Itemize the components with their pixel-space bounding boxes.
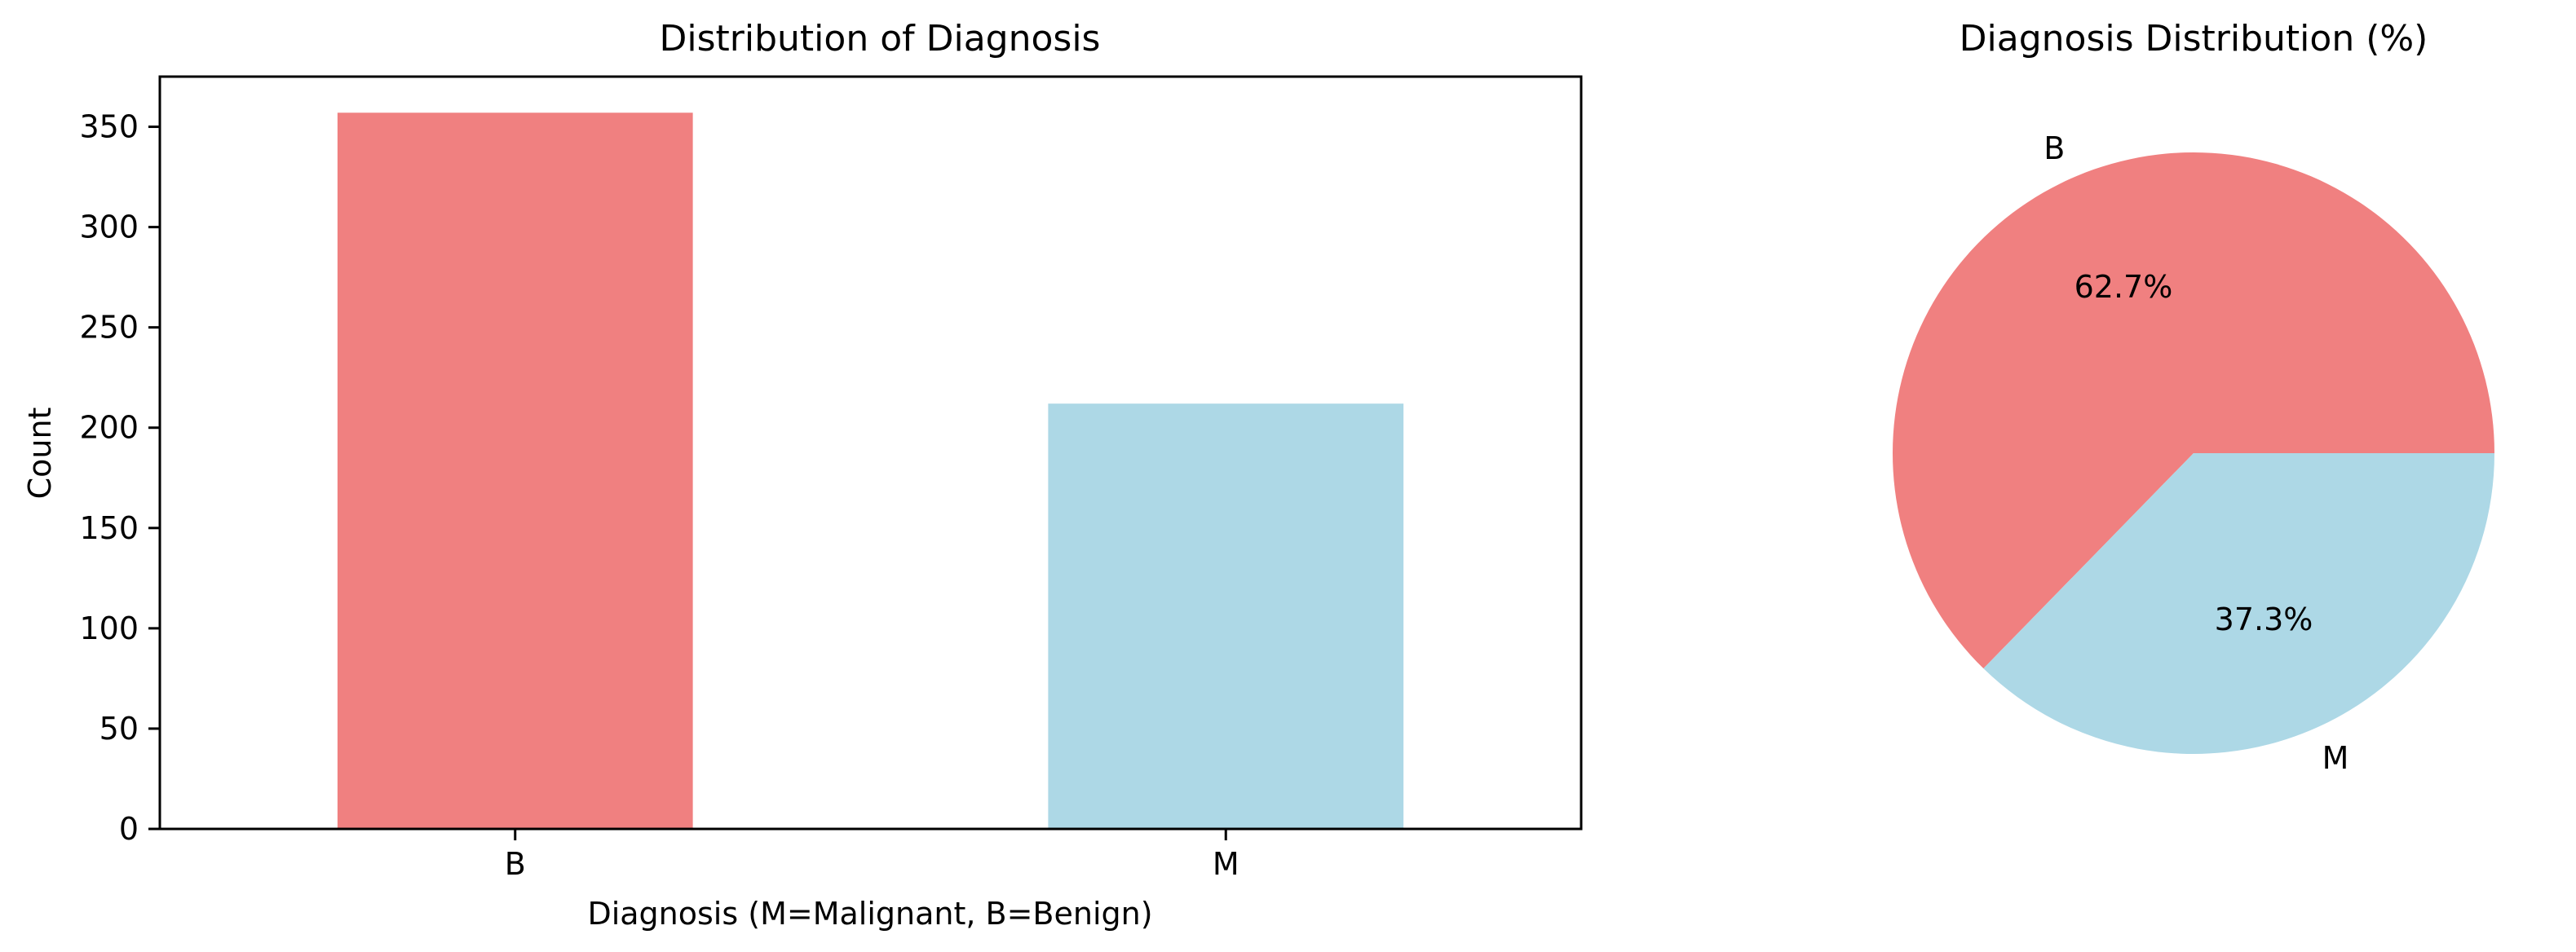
y-axis-ticks: 0 50 100 150 200 250 300 350 xyxy=(79,109,160,847)
bar-plot-frame xyxy=(158,75,1583,831)
pie-slice-M xyxy=(1983,453,2494,755)
y-tick-label: 250 xyxy=(79,310,139,346)
bar-chart-title: Distribution of Diagnosis xyxy=(660,18,1101,60)
pie-chart-title: Diagnosis Distribution (%) xyxy=(1960,18,2428,60)
y-tick-label: 0 xyxy=(119,811,139,847)
y-tick-label: 350 xyxy=(79,109,139,145)
pie-label: B xyxy=(2044,130,2065,166)
bar-M xyxy=(1048,403,1404,829)
pie-percent-label: 62.7% xyxy=(2074,269,2173,305)
x-tick-label: M xyxy=(1213,846,1239,882)
pie-marks: B 62.7% M 37.3% xyxy=(1893,130,2494,776)
x-axis-label: Diagnosis (M=Malignant, B=Benign) xyxy=(587,896,1152,932)
y-tick-label: 150 xyxy=(79,510,139,546)
pie-slice-B xyxy=(1893,152,2494,669)
y-tick-label: 300 xyxy=(79,209,139,245)
y-tick-label: 100 xyxy=(79,610,139,646)
pie-label: M xyxy=(2322,740,2349,776)
x-tick-label: B xyxy=(505,846,526,882)
bar-chart: Distribution of Diagnosis 0 50 100 150 200 25… xyxy=(22,18,1583,932)
bar-marks xyxy=(337,112,1404,829)
pie-percent-label: 37.3% xyxy=(2215,602,2313,637)
y-tick-label: 50 xyxy=(99,711,139,747)
y-tick-label: 200 xyxy=(79,410,139,446)
pie-chart: Diagnosis Distribution (%) B 62.7% M 37.3% xyxy=(1893,18,2494,776)
y-axis-label: Count xyxy=(22,408,58,500)
bar-B xyxy=(337,112,693,829)
